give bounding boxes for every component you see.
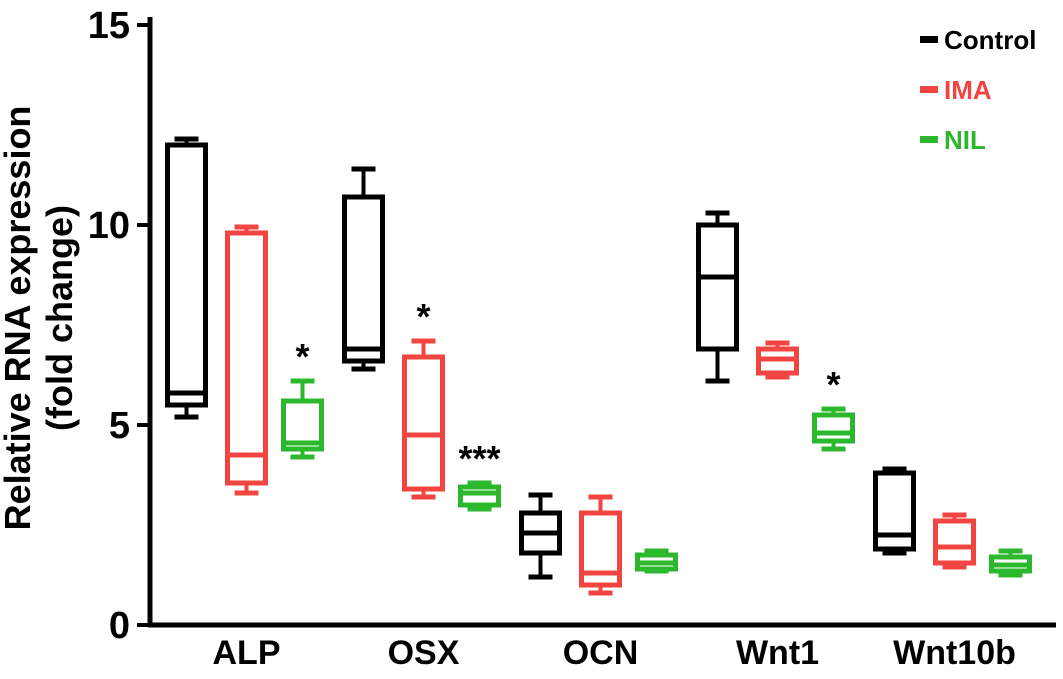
box-ima-osx: *: [402, 296, 445, 500]
legend-swatch: [920, 136, 938, 143]
significance-marker: *: [416, 296, 430, 337]
legend-swatch: [920, 86, 938, 93]
box-ima-wnt10b: [933, 512, 976, 570]
x-category-label: Wnt10b: [893, 634, 1016, 672]
y-tick-label: 10: [88, 205, 130, 247]
y-axis-title: (fold change): [39, 205, 80, 431]
legend-entry-control: Control: [920, 25, 1036, 55]
box-ima-alp: [225, 224, 268, 496]
y-tick-label: 0: [109, 605, 130, 647]
y-tick-label: 5: [109, 405, 130, 447]
box-control-ocn: [519, 492, 562, 580]
box-rect: [696, 222, 739, 352]
y-axis-title: Relative RNA expression: [0, 106, 38, 531]
x-category-label: OCN: [563, 634, 639, 672]
box-control-alp: [165, 136, 208, 420]
significance-marker: *: [295, 336, 309, 377]
box-rect: [342, 194, 385, 364]
box-nil-wnt10b: [989, 548, 1032, 578]
box-control-wnt1: [696, 210, 739, 384]
box-ima-wnt1: [756, 340, 799, 380]
x-category-label: Wnt1: [736, 634, 819, 672]
legend-entry-ima: IMA: [920, 75, 992, 105]
box-control-wnt10b: [873, 466, 916, 556]
box-nil-ocn: [635, 548, 678, 574]
box-control-osx: [342, 166, 385, 372]
box-nil-alp: *: [281, 336, 324, 460]
box-ima-ocn: [579, 494, 622, 596]
box-rect: [933, 518, 976, 566]
box-rect: [225, 230, 268, 486]
significance-marker: *: [826, 364, 840, 405]
box-rect: [402, 354, 445, 492]
box-rect: [812, 412, 855, 444]
legend-label: IMA: [944, 75, 992, 105]
legend-entry-nil: NIL: [920, 125, 986, 155]
legend-swatch: [920, 36, 938, 43]
legend-label: NIL: [944, 125, 986, 155]
box-rect: [873, 470, 916, 552]
x-category-label: ALP: [213, 634, 281, 672]
box-nil-osx: ***: [458, 438, 501, 512]
y-tick-label: 15: [88, 5, 130, 47]
x-category-label: OSX: [388, 634, 460, 672]
box-rect: [458, 484, 501, 508]
box-rect: [165, 142, 208, 408]
legend-label: Control: [944, 25, 1036, 55]
box-nil-wnt1: *: [812, 364, 855, 452]
significance-marker: ***: [458, 438, 500, 479]
